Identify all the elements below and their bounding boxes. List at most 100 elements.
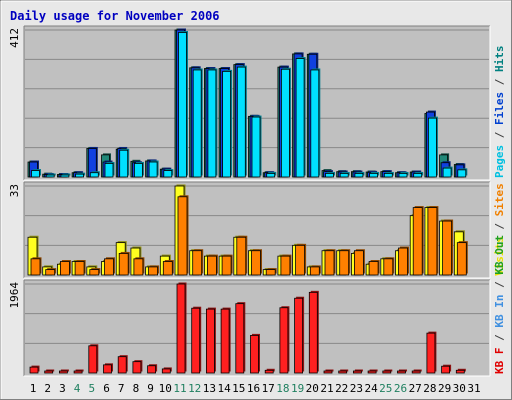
bar-top-pages bbox=[354, 173, 364, 178]
bar-top-pages bbox=[31, 170, 40, 178]
legend-entry: Pages bbox=[493, 145, 506, 178]
bar-bottom-kb-f bbox=[132, 361, 142, 374]
bar-middle-sites bbox=[280, 255, 291, 276]
panel-top-ymax-label: 412 bbox=[8, 28, 21, 48]
bar-bottom-kb-f bbox=[44, 370, 54, 374]
bar-top-pages bbox=[280, 68, 290, 178]
bar-middle-sites bbox=[177, 196, 188, 276]
bar-middle-sites bbox=[251, 250, 261, 276]
x-tick-label: 1 bbox=[30, 382, 37, 395]
bar-middle-sites bbox=[412, 207, 423, 276]
x-tick-label: 3 bbox=[59, 382, 66, 395]
x-tick-label: 28 bbox=[423, 382, 436, 395]
bar-bottom-kb-f bbox=[397, 370, 406, 374]
x-tick-label: 4 bbox=[74, 382, 81, 395]
x-tick-label: 26 bbox=[394, 382, 407, 395]
bar-middle-sites bbox=[74, 261, 85, 276]
bar-top-pages bbox=[133, 163, 143, 178]
bar-top-pages bbox=[192, 69, 202, 178]
bar-middle-sites bbox=[456, 242, 467, 276]
bar-bottom-kb-f bbox=[382, 370, 392, 374]
legend-entry: / bbox=[493, 216, 506, 236]
bar-middle-sites bbox=[162, 261, 173, 276]
legend-entry: Visits bbox=[493, 236, 506, 276]
x-tick-label: 5 bbox=[88, 382, 95, 395]
bar-bottom-kb-f-shadow bbox=[354, 369, 363, 372]
bar-bottom-kb-f bbox=[308, 291, 318, 374]
bar-bottom-kb-f bbox=[176, 283, 186, 374]
bar-middle-sites bbox=[148, 266, 159, 276]
bar-middle-sites bbox=[427, 207, 438, 276]
bar-bottom-kb-f-shadow bbox=[60, 369, 69, 372]
x-tick-label: 18 bbox=[276, 382, 289, 395]
legend-entry: KB Out bbox=[493, 235, 506, 275]
x-tick-label: 11 bbox=[173, 382, 186, 395]
bar-bottom-kb-f-shadow bbox=[369, 369, 378, 372]
bar-middle-sites bbox=[118, 253, 129, 276]
legend-entry: / bbox=[493, 125, 506, 145]
bar-bottom-kb-f bbox=[426, 332, 436, 374]
x-tick-label: 22 bbox=[335, 382, 348, 395]
bar-bottom-kb-f-shadow bbox=[46, 369, 55, 372]
bar-bottom-kb-f bbox=[59, 370, 68, 374]
x-tick-label: 15 bbox=[232, 382, 245, 395]
bar-bottom-kb-f bbox=[88, 345, 98, 374]
bar-top-pages bbox=[325, 173, 334, 178]
x-tick-label: 31 bbox=[467, 382, 480, 395]
bar-middle-sites bbox=[30, 258, 41, 276]
bar-top-pages bbox=[266, 173, 276, 178]
bar-middle-sites bbox=[368, 261, 379, 276]
bar-middle-sites bbox=[221, 255, 232, 276]
bar-middle-sites bbox=[236, 236, 247, 276]
bar-bottom-kb-f bbox=[161, 368, 171, 374]
legend-entry: Sites bbox=[493, 183, 506, 216]
x-tick-label: 25 bbox=[379, 382, 392, 395]
x-tick-label: 9 bbox=[147, 382, 154, 395]
x-tick-label: 7 bbox=[118, 382, 125, 395]
legend-entry: / bbox=[493, 328, 506, 348]
x-tick-label: 14 bbox=[217, 382, 231, 395]
bar-top-pages bbox=[369, 173, 379, 178]
bar-middle-sites bbox=[60, 261, 70, 276]
bar-bottom-kb-f bbox=[323, 370, 333, 374]
x-axis-labels: 1 2 3 4 5 6 7 8 9 10 11 12 13 14 15 16 17 18 19 20 21 22 23 24 2… bbox=[30, 382, 481, 395]
panel-bottom-ymax-label: 1964 bbox=[8, 282, 21, 309]
bar-top-pages bbox=[236, 66, 246, 178]
bar-bottom-kb-f bbox=[220, 308, 230, 374]
bar-middle-sites bbox=[339, 250, 350, 276]
legend-entry: KB In bbox=[493, 295, 506, 328]
panel-top-legend: Pages / Files / Hits bbox=[493, 46, 506, 179]
bar-bottom-kb-f bbox=[191, 307, 201, 374]
bar-middle-sites bbox=[265, 269, 276, 276]
x-tick-label: 30 bbox=[453, 382, 466, 395]
bar-top-pages bbox=[89, 172, 99, 178]
bar-middle-sites bbox=[206, 255, 217, 276]
legend-entry: KB F bbox=[493, 348, 506, 375]
bar-bottom-kb-f bbox=[441, 365, 451, 374]
bar-top-pages bbox=[310, 69, 320, 178]
bar-bottom-kb-f bbox=[367, 370, 377, 374]
bar-top-pages bbox=[104, 163, 114, 178]
chart-title: Daily usage for November 2006 bbox=[10, 9, 220, 23]
bar-bottom-kb-f bbox=[250, 334, 259, 374]
bar-bottom-kb-f bbox=[235, 303, 245, 374]
panel-bottom: 1964 KB F / KB In / KB Out bbox=[8, 235, 506, 377]
bar-middle-sites bbox=[89, 269, 100, 276]
bar-top-pages bbox=[75, 173, 84, 178]
bar-top-pages-shadow bbox=[47, 173, 56, 176]
bar-top-pages bbox=[295, 58, 305, 178]
bar-bottom-kb-f bbox=[352, 370, 362, 374]
bar-bottom-kb-f bbox=[117, 356, 127, 374]
x-tick-label: 23 bbox=[350, 382, 363, 395]
bar-top-pages bbox=[442, 167, 452, 178]
bar-top-pages bbox=[60, 174, 70, 178]
bar-bottom-kb-f-shadow bbox=[325, 369, 334, 372]
bar-bottom-kb-f-shadow bbox=[413, 369, 422, 372]
x-tick-label: 24 bbox=[364, 382, 378, 395]
bar-top-pages-shadow bbox=[62, 173, 71, 176]
bar-top-pages bbox=[413, 173, 423, 178]
bar-top-pages bbox=[457, 169, 467, 178]
bar-middle-sites bbox=[309, 266, 320, 276]
bar-top-pages bbox=[339, 173, 349, 178]
